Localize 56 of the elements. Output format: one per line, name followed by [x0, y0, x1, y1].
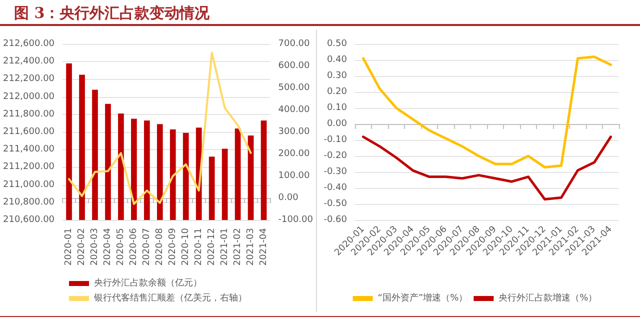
y-tick-label: 211,400.00: [3, 144, 55, 155]
x-tick-label: 2020-12: [206, 228, 217, 266]
y-tick-label: 211,600.00: [3, 127, 55, 137]
y2-tick-label: 500.00: [278, 83, 310, 93]
y2-tick-label: 0.00: [278, 193, 299, 203]
legend-label: 央行外汇占款增速（%）: [498, 292, 598, 304]
x-tick-label: 2021-02: [232, 228, 243, 266]
y-tick-label: -0.30: [324, 167, 348, 177]
y2-tick-label: 600.00: [278, 61, 310, 71]
y-tick-label: 211,800.00: [3, 109, 55, 120]
y2-tick-label: -100.00: [278, 215, 314, 225]
y2-tick-label: 700.00: [278, 39, 310, 49]
x-tick-label: 2020-10: [180, 228, 191, 266]
y2-tick-label: 400.00: [278, 105, 310, 115]
y-tick-label: -0.60: [324, 215, 348, 225]
x-tick-label: 2020-09: [168, 228, 178, 266]
y-tick-label: -0.20: [324, 151, 348, 161]
x-tick-label: 2020-06: [128, 228, 139, 266]
chart-title: 图 3：央行外汇占款变动情况: [0, 0, 640, 26]
legend-label: 央行外汇占款余额（亿元）: [94, 278, 202, 288]
y2-tick-label: 300.00: [278, 127, 310, 137]
line-series: [68, 52, 252, 205]
y-tick-label: 0.50: [326, 39, 348, 49]
legend-label: 银行代客结售汇顺差（亿美元，右轴）: [93, 292, 247, 304]
x-tick-label: 2020-03: [90, 228, 100, 266]
y-tick-label: 0.30: [326, 71, 348, 81]
x-tick-label: 2020-11: [194, 228, 204, 266]
y-tick-label: 0.40: [326, 55, 348, 65]
line-series: [362, 136, 612, 200]
x-tick-label: 2021-01: [220, 228, 230, 266]
y-tick-label: 210,800.00: [3, 197, 55, 208]
x-tick-label: 2020-08: [154, 228, 165, 266]
y-tick-label: 0.20: [326, 87, 348, 97]
y-tick-label: 212,200.00: [3, 74, 55, 84]
x-tick-label: 2021-03: [246, 228, 256, 266]
y-tick-label: 211,200.00: [3, 162, 55, 172]
y2-tick-label: 100.00: [278, 171, 310, 181]
y-tick-label: -0.10: [324, 135, 348, 145]
y-tick-label: -0.50: [324, 199, 348, 209]
line-series: [362, 56, 612, 168]
y-tick-label: -0.40: [324, 183, 348, 193]
y-tick-label: 212,000.00: [3, 92, 55, 102]
x-tick-label: 2021-04: [258, 228, 269, 266]
y-tick-label: 210,600.00: [3, 215, 55, 225]
legend-label: “国外资产”增速（%）: [378, 292, 468, 304]
x-tick-label: 2020-05: [116, 228, 126, 266]
x-tick-label: 2020-04: [102, 228, 113, 266]
x-tick-label: 2020-07: [142, 228, 152, 266]
y-tick-label: 212,600.00: [3, 39, 55, 49]
y-tick-label: 212,400.00: [3, 56, 55, 67]
y-tick-label: 0.00: [326, 119, 348, 129]
y2-tick-label: 200.00: [278, 149, 310, 159]
x-tick-label: 2020-01: [64, 228, 74, 266]
y-tick-label: 0.10: [326, 103, 348, 113]
y-tick-label: 211,000.00: [3, 180, 55, 190]
x-tick-label: 2020-02: [77, 228, 88, 266]
